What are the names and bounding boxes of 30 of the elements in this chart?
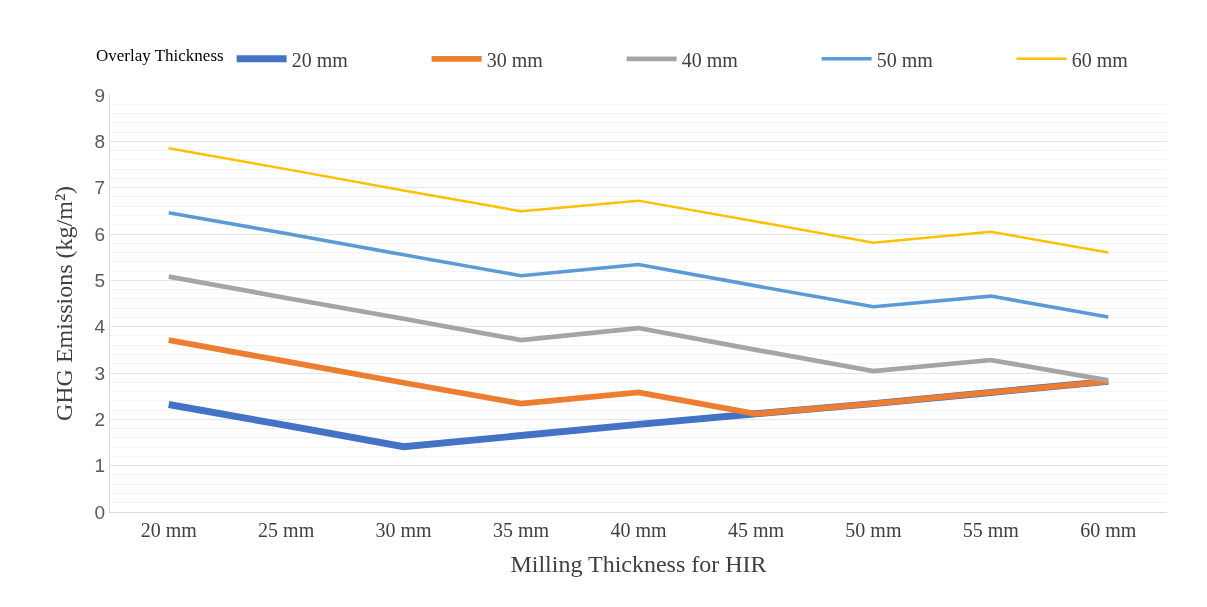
y-tick-label: 5 xyxy=(94,269,106,291)
legend-title: Overlay Thickness xyxy=(96,46,224,66)
legend-label: 40 mm xyxy=(681,48,739,71)
legend-label: 60 mm xyxy=(1071,48,1129,71)
line-series xyxy=(167,147,1110,254)
x-tick-label: 45 mm xyxy=(727,519,785,541)
x-tick-label: 20 mm xyxy=(140,519,198,541)
y-tick-label: 6 xyxy=(94,223,106,245)
y-tick-label: 1 xyxy=(94,455,106,477)
x-tick-label: 60 mm xyxy=(1080,519,1137,541)
x-tick-label: 40 mm xyxy=(610,519,667,541)
x-tick-label: 35 mm xyxy=(493,519,550,541)
y-tick-label: 3 xyxy=(94,362,106,384)
x-tick-label: 55 mm xyxy=(962,519,1020,541)
y-axis-title: GHG Emissions (kg/m²) xyxy=(50,185,77,422)
y-tick-label: 9 xyxy=(94,84,106,106)
legend-label: 20 mm xyxy=(291,48,349,71)
x-axis-title: Milling Thickness for HIR xyxy=(510,551,767,578)
legend-label: 30 mm xyxy=(486,48,544,71)
y-tick-label: 4 xyxy=(94,316,106,338)
y-tick-label: 2 xyxy=(94,408,106,430)
y-tick-label: 7 xyxy=(94,177,106,199)
x-tick-label: 50 mm xyxy=(845,519,902,541)
y-tick-label: 8 xyxy=(94,130,106,152)
line-series xyxy=(166,210,1111,319)
x-tick-label: 30 mm xyxy=(375,519,433,541)
x-tick-label: 25 mm xyxy=(258,519,315,541)
legend-label: 50 mm xyxy=(876,48,934,71)
line-series xyxy=(166,274,1111,383)
y-tick-label: 0 xyxy=(94,501,106,523)
